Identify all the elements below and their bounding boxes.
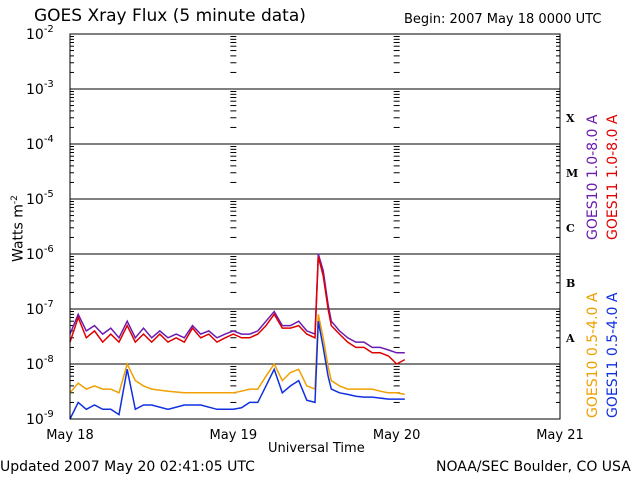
y-tick-label: 10-4 [26,134,54,153]
y-tick-label: 10-3 [26,79,54,98]
x-tick-label: May 20 [373,428,421,443]
legend-goes11-long: GOES11 1.0-8.0 A [605,114,621,240]
legend-goes11-short: GOES11 0.5-4.0 A [605,292,621,418]
y-tick-label: 10-2 [26,24,54,43]
updated-timestamp: Updated 2007 May 20 02:41:05 UTC [0,459,255,475]
grid-lines [70,88,560,365]
credit-label: NOAA/SEC Boulder, CO USA [436,459,631,475]
flare-class-labels: X M C B A [565,112,578,345]
legend-goes10-short: GOES10 0.5-4.0 A [585,292,601,418]
y-tick-label: 10-8 [26,354,54,373]
flare-class-label: C [566,222,575,235]
flare-class-label: B [566,277,575,290]
begin-label: Begin: 2007 May 18 0000 UTC [404,12,602,27]
series-line [69,256,406,365]
y-tick-label: 10-6 [26,244,54,263]
flare-class-label: X [566,112,575,125]
y-axis-label-base: Watts m [10,204,27,262]
flare-class-label: A [565,332,575,345]
legend-goes10-long: GOES10 1.0-8.0 A [585,114,601,240]
axis-ticks [70,36,560,403]
x-tick-label: May 18 [46,428,94,443]
x-axis-label: Universal Time [268,441,365,456]
series-line [69,253,405,354]
y-tick-label: 10-7 [26,299,54,318]
y-tick-label: 10-9 [26,409,54,428]
y-tick-label: 10-5 [26,189,54,208]
x-tick-label: May 19 [210,428,258,443]
series-line [69,314,405,396]
series-lines [69,253,406,420]
chart-title: GOES Xray Flux (5 minute data) [34,6,306,26]
flare-class-label: M [566,167,578,180]
y-axis-label: Watts m-2 [10,195,27,262]
x-tick-label: May 21 [536,428,584,443]
series-line [69,321,405,420]
y-axis-label-exp: -2 [10,195,20,205]
plot-frame [69,33,561,420]
